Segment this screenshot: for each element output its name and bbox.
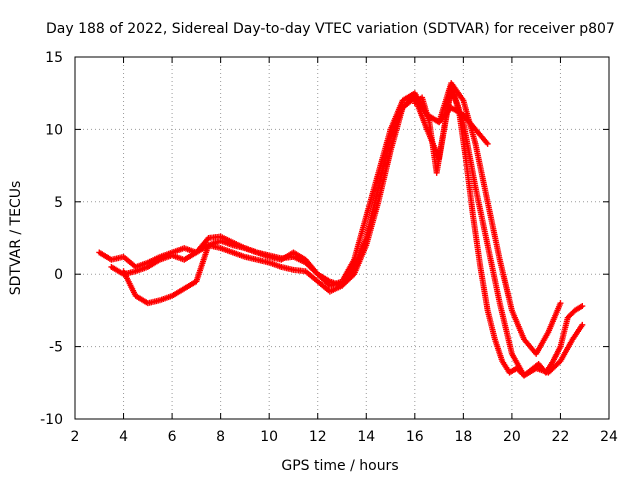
x-tick-label: 6 [168, 429, 177, 445]
y-tick-label: 0 [54, 267, 63, 283]
y-axis-label: SDTVAR / TECUs [8, 181, 24, 296]
x-tick-label: 16 [406, 429, 424, 445]
x-tick-label: 24 [600, 429, 618, 445]
x-axis: 2 4 6 8 10 12 14 16 18 20 22 24 [71, 57, 618, 445]
x-tick-label: 22 [552, 429, 570, 445]
y-tick-label: 10 [45, 122, 63, 138]
x-tick-label: 8 [216, 429, 225, 445]
x-tick-label: 20 [503, 429, 521, 445]
y-tick-label: 15 [45, 50, 63, 66]
data-point [579, 321, 586, 328]
data-point [579, 303, 586, 310]
x-tick-label: 18 [454, 429, 472, 445]
y-tick-label: -5 [49, 340, 63, 356]
x-axis-label: GPS time / hours [281, 458, 398, 474]
data-points [96, 80, 586, 379]
plot-frame [74, 56, 610, 420]
data-point [557, 300, 564, 307]
y-axis: -10 -5 0 5 10 15 [40, 50, 609, 428]
series-track-d [411, 82, 586, 379]
series-track-b [108, 80, 564, 357]
x-tick-label: 2 [71, 429, 80, 445]
x-tick-label: 4 [119, 429, 128, 445]
y-tick-label: 5 [54, 195, 63, 211]
chart-title: Day 188 of 2022, Sidereal Day-to-day VTE… [46, 21, 615, 37]
data-point [484, 140, 491, 147]
x-tick-label: 12 [309, 429, 327, 445]
x-tick-label: 14 [357, 429, 375, 445]
x-tick-label: 10 [260, 429, 278, 445]
y-tick-label: -10 [40, 412, 63, 428]
grid [75, 57, 609, 419]
